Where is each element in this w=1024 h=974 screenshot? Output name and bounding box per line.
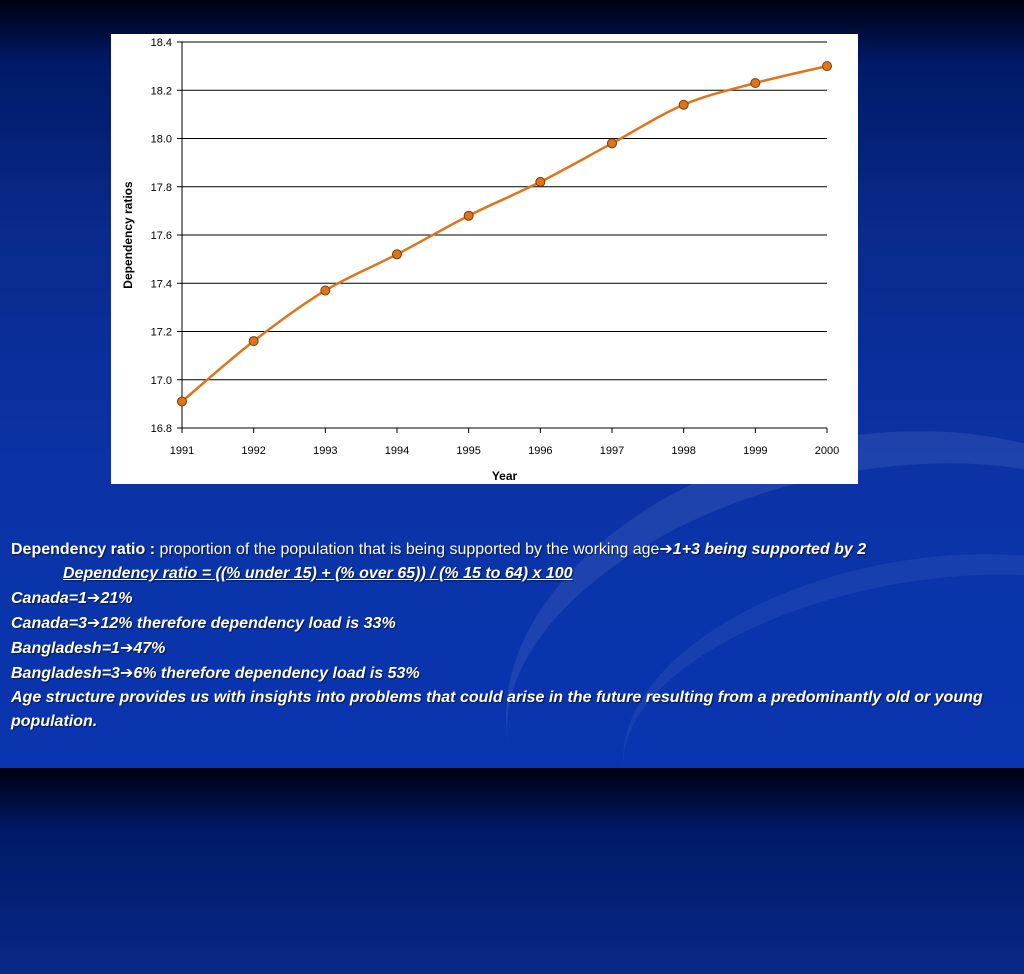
data-point <box>822 61 832 72</box>
x-tick-label: 1992 <box>241 445 265 457</box>
axes <box>177 41 828 433</box>
x-tick-label: 1995 <box>456 445 480 457</box>
y-tick-label: 17.4 <box>151 278 172 290</box>
bangladesh-3-value: 6% therefore dependency load is 53% <box>133 665 420 682</box>
definition-text: proportion of the population that is bei… <box>159 541 660 558</box>
explanation-text: Dependency ratio : proportion of the pop… <box>11 537 1011 734</box>
canada-1-label: Canada=1 <box>11 590 88 607</box>
x-tick-label: 1999 <box>743 445 767 457</box>
y-axis-title: Dependency ratios <box>121 181 135 289</box>
x-axis-title: Year <box>492 469 518 483</box>
x-tick-label: 1997 <box>600 445 624 457</box>
x-tick-label: 1993 <box>313 445 337 457</box>
chart-svg: 16.8 17.0 17.2 17.4 17.6 17.8 18.0 18.2 18.4 1991… <box>121 37 840 483</box>
x-tick-label: 1996 <box>528 445 552 457</box>
bangladesh-1-line: Bangladesh=1➔47% <box>11 636 1011 661</box>
y-tick-label: 18.0 <box>151 134 172 146</box>
canada-3-value: 12% therefore dependency load is 33% <box>100 615 396 632</box>
x-tick-label: 2000 <box>815 445 839 457</box>
closing-statement: Age structure provides us with insights … <box>11 689 983 730</box>
canada-3-label: Canada=3 <box>11 615 88 632</box>
bangladesh-3-line: Bangladesh=3➔6% therefore dependency loa… <box>11 661 1011 686</box>
x-tick-label: 1998 <box>671 445 695 457</box>
canada-3-line: Canada=3➔12% therefore dependency load i… <box>11 611 1011 636</box>
data-point <box>248 336 259 347</box>
dependency-ratio-chart: 16.8 17.0 17.2 17.4 17.6 17.8 18.0 18.2 18.4 1991… <box>111 34 858 484</box>
data-point <box>392 249 402 260</box>
arrow-icon: ➔ <box>659 539 673 558</box>
arrow-icon: ➔ <box>119 663 134 682</box>
data-point <box>463 210 474 221</box>
series-line <box>181 64 828 403</box>
canada-1-value: 21% <box>100 590 133 607</box>
canada-1-line: Canada=1➔21% <box>11 586 1011 611</box>
arrow-icon: ➔ <box>87 588 101 607</box>
bangladesh-1-value: 47% <box>133 640 166 657</box>
data-point <box>320 285 331 296</box>
x-tick-label: 1994 <box>385 445 409 457</box>
data-points <box>177 61 832 407</box>
series-path <box>181 64 828 403</box>
y-tick-label: 18.2 <box>151 85 172 97</box>
definition-term: Dependency ratio : <box>11 541 160 558</box>
y-tick-label: 17.0 <box>151 375 172 387</box>
data-point <box>750 78 761 89</box>
y-tick-label: 17.2 <box>151 327 172 339</box>
data-point <box>678 99 689 110</box>
tick-labels: 16.8 17.0 17.2 17.4 17.6 17.8 18.0 18.2 18.4 1991… <box>151 37 840 457</box>
formula-line: Dependency ratio = ((% under 15) + (% ov… <box>11 562 1011 586</box>
formula-text: Dependency ratio = ((% under 15) + (% ov… <box>63 565 573 582</box>
grid-lines <box>182 41 827 429</box>
y-tick-label: 18.4 <box>151 37 172 49</box>
definition-line: Dependency ratio : proportion of the pop… <box>11 537 1011 562</box>
definition-tail: 1+3 being supported by 2 <box>672 541 867 558</box>
x-tick-label: 1991 <box>170 445 194 457</box>
arrow-icon: ➔ <box>119 638 134 657</box>
data-point <box>177 396 187 407</box>
data-point <box>607 138 617 149</box>
bangladesh-3-label: Bangladesh=3 <box>11 665 120 682</box>
y-tick-label: 17.6 <box>151 230 172 242</box>
arrow-icon: ➔ <box>87 613 101 632</box>
data-point <box>535 176 546 187</box>
y-tick-label: 16.8 <box>151 423 172 435</box>
y-tick-label: 17.8 <box>151 182 172 194</box>
bangladesh-1-label: Bangladesh=1 <box>11 640 120 657</box>
